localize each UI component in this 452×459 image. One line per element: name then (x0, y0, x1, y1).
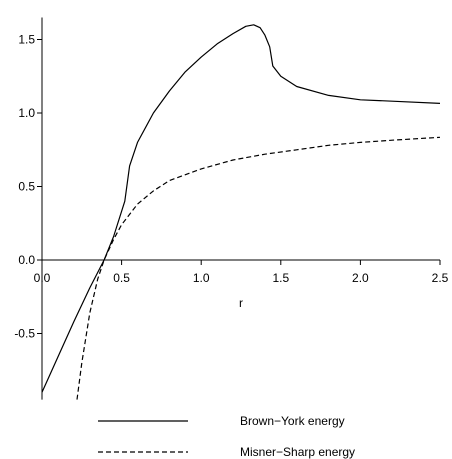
x-tick-label: 0.5 (113, 271, 130, 285)
x-tick-label: 2.0 (352, 271, 369, 285)
x-tick-label: 1.0 (193, 271, 210, 285)
legend-label-misner-sharp: Misner−Sharp energy (240, 445, 355, 459)
legend: Brown−York energy Misner−Sharp energy (98, 414, 355, 459)
x-axis-title: r (239, 296, 243, 310)
x-tick-label: 1.5 (272, 271, 289, 285)
y-tick-label: 0.0 (18, 253, 35, 267)
y-tick-label: 1.5 (18, 33, 35, 47)
series-group (41, 24, 441, 400)
y-tick-label: -0.5 (14, 327, 35, 341)
legend-label-brown-york: Brown−York energy (240, 414, 345, 428)
series-line-brown-york (41, 24, 441, 393)
y-tick-label: 1.0 (18, 106, 35, 120)
axes (41, 17, 440, 400)
series-line-misner-sharp (76, 136, 441, 400)
x-tick-label: 2.5 (432, 271, 449, 285)
y-tick-label: 0.5 (18, 180, 35, 194)
x-tick-label: 0.0 (34, 271, 51, 285)
ticks-group: 0.0 0.5 1.0 1.5 2.0 2.5 -0.5 0.0 0.5 1.0 1.5 (14, 33, 448, 341)
